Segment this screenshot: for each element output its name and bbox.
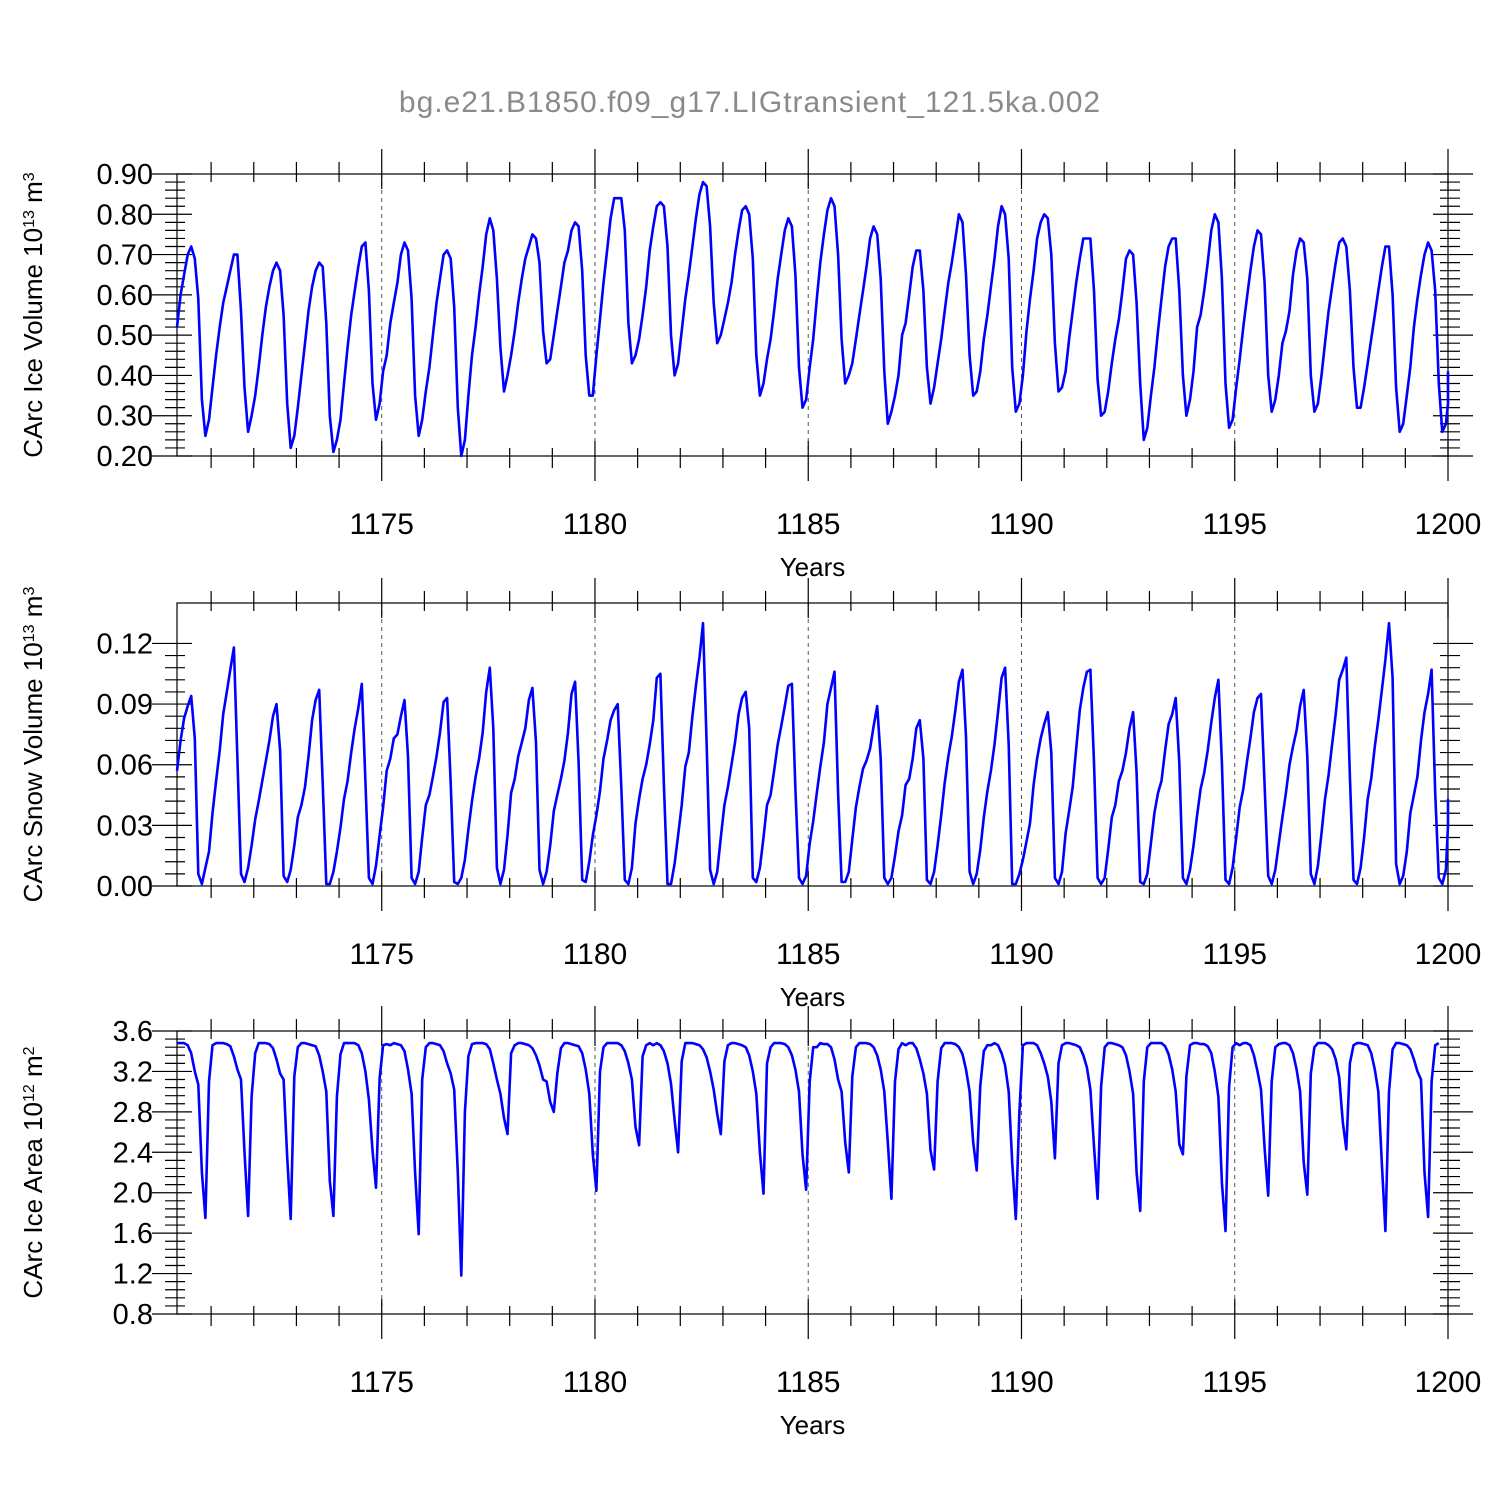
plot-frame [176, 173, 1449, 457]
xtick-label: 1195 [1202, 1366, 1267, 1399]
y-axis-label: CArc Ice Area 1012 m2 [18, 1046, 48, 1298]
xtick-label: 1200 [1415, 938, 1482, 971]
ytick-label: 0.8 [113, 1299, 153, 1331]
ytick-label: 2.4 [113, 1137, 153, 1169]
xtick-label: 1175 [349, 938, 414, 971]
ytick-label: 0.80 [97, 199, 153, 231]
xtick-label: 1185 [776, 938, 841, 971]
plot-frame [176, 1030, 1449, 1315]
panels: 0.20 0.30 0.40 0.50 0.60 0.70 0.80 0.90 1175 1180… [18, 149, 1481, 1440]
xtick-label: 1190 [989, 508, 1054, 541]
ytick-label: 0.90 [97, 159, 153, 191]
chart-panel-2: 0.00 0.03 0.06 0.09 0.12 1175 1180 1185 1190 1195… [18, 578, 1481, 1012]
y-axis-label: CArc Ice Volume 1013 m3 [18, 172, 48, 457]
ytick-label: 0.00 [97, 871, 153, 903]
xtick-label: 1185 [776, 508, 841, 541]
figure-title: bg.e21.B1850.f09_g17.LIGtransient_121.5k… [399, 86, 1101, 119]
chart-panel-3: 0.8 1.2 1.6 2.0 2.4 2.8 3.2 3.6 1175 1180 1185 1190… [18, 1006, 1481, 1440]
xtick-label: 1175 [349, 508, 414, 541]
series-line-1 [177, 1041, 1440, 1277]
ytick-label: 0.30 [97, 401, 153, 433]
xtick-label: 1185 [776, 1366, 841, 1399]
y-axis-label: CArc Snow Volume 1013 m3 [18, 587, 48, 903]
xtick-label: 1195 [1202, 938, 1267, 971]
ytick-label: 1.2 [113, 1259, 153, 1291]
ytick-label: 0.03 [97, 810, 153, 842]
xtick-label: 1200 [1415, 1366, 1482, 1399]
x-axis-label: Years [780, 552, 846, 582]
xtick-label: 1195 [1202, 508, 1267, 541]
xtick-label: 1180 [563, 1366, 628, 1399]
ytick-label: 0.20 [97, 441, 153, 473]
plot-frame [176, 602, 1449, 887]
series-line-1 [175, 621, 1450, 886]
chart-panel-1: 0.20 0.30 0.40 0.50 0.60 0.70 0.80 0.90 1175 1180… [18, 149, 1481, 582]
xtick-label: 1190 [989, 938, 1054, 971]
xtick-label: 1200 [1415, 508, 1482, 541]
ytick-label: 0.50 [97, 320, 153, 352]
ytick-label: 0.12 [97, 628, 153, 660]
x-axis-label: Years [780, 1410, 846, 1440]
xtick-label: 1180 [563, 938, 628, 971]
ytick-label: 2.0 [113, 1178, 153, 1210]
x-axis-label: Years [780, 982, 846, 1012]
ytick-label: 0.09 [97, 689, 153, 721]
ytick-label: 0.60 [97, 280, 153, 312]
xtick-label: 1190 [989, 1366, 1054, 1399]
series-line-1 [175, 180, 1450, 458]
ytick-label: 2.8 [113, 1097, 153, 1129]
ytick-label: 0.70 [97, 240, 153, 272]
ytick-label: 0.06 [97, 750, 153, 782]
ytick-label: 1.6 [113, 1218, 153, 1250]
ytick-label: 3.6 [113, 1016, 153, 1048]
ytick-label: 3.2 [113, 1056, 153, 1088]
ytick-label: 0.40 [97, 360, 153, 392]
xtick-label: 1175 [349, 1366, 414, 1399]
xtick-label: 1180 [563, 508, 628, 541]
